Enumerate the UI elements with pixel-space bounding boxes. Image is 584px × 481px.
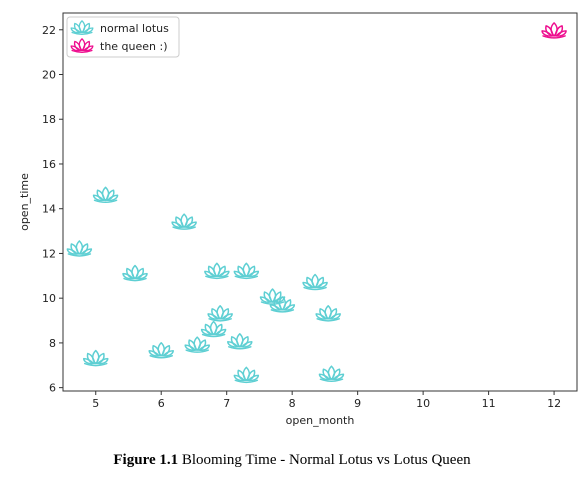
- x-tick-label: 6: [158, 397, 165, 410]
- y-tick-label: 18: [42, 113, 56, 126]
- data-point-normal-lotus-6: [184, 336, 210, 353]
- legend-label-queen: the queen :): [100, 40, 168, 53]
- legend-marker-normal-lotus: [70, 20, 94, 35]
- x-tick-label: 11: [482, 397, 496, 410]
- y-tick-label: 12: [42, 247, 56, 260]
- legend-marker-queen: [70, 38, 94, 53]
- y-tick-label: 20: [42, 69, 56, 82]
- data-point-normal-lotus-8: [204, 262, 230, 280]
- data-point-queen-0: [541, 22, 567, 39]
- y-tick-label: 22: [42, 24, 56, 37]
- data-point-normal-lotus-13: [259, 288, 286, 305]
- data-point-normal-lotus-7: [200, 320, 227, 338]
- x-tick-label: 5: [92, 397, 99, 410]
- data-point-normal-lotus-2: [82, 349, 109, 367]
- x-tick-label: 8: [289, 397, 296, 410]
- x-tick-label: 12: [547, 397, 561, 410]
- y-tick-label: 14: [42, 203, 56, 216]
- y-tick-label: 6: [49, 382, 56, 395]
- figure-caption: Figure 1.1 Blooming Time - Normal Lotus …: [0, 452, 584, 469]
- y-axis-label: open_time: [18, 173, 31, 231]
- x-tick-label: 9: [354, 397, 361, 410]
- x-tick-label: 10: [416, 397, 430, 410]
- data-point-normal-lotus-11: [233, 262, 260, 280]
- data-point-normal-lotus-14: [269, 296, 296, 313]
- data-point-normal-lotus-17: [318, 365, 345, 382]
- legend-label-normal-lotus: normal lotus: [100, 22, 169, 35]
- data-point-normal-lotus-1: [92, 186, 119, 204]
- data-point-normal-lotus-5: [171, 213, 197, 230]
- data-point-normal-lotus-16: [315, 305, 341, 322]
- y-tick-label: 8: [49, 337, 56, 350]
- legend-box: [66, 16, 180, 58]
- scatter-chart: 5 6 7 8 9 10 11 12 6 8 10 12 14 16 18 20 22 open_month o…: [18, 12, 578, 427]
- legend: normal lotus the queen :): [66, 16, 180, 58]
- x-tick-label: 7: [223, 397, 230, 410]
- data-point-normal-lotus-9: [207, 305, 233, 322]
- y-tick-label: 16: [42, 158, 56, 171]
- x-axis-label: open_month: [286, 414, 355, 427]
- data-point-normal-lotus-15: [302, 273, 328, 291]
- data-point-normal-lotus-4: [148, 341, 174, 359]
- data-point-normal-lotus-0: [66, 240, 93, 257]
- plot-frame: [62, 12, 578, 392]
- y-tick-label: 10: [42, 292, 56, 305]
- data-point-normal-lotus-10: [227, 333, 253, 350]
- caption-text: Blooming Time - Normal Lotus vs Lotus Qu…: [181, 452, 471, 468]
- data-point-normal-lotus-12: [233, 366, 260, 384]
- caption-label: Figure 1.1: [113, 452, 179, 468]
- data-point-normal-lotus-3: [122, 264, 148, 282]
